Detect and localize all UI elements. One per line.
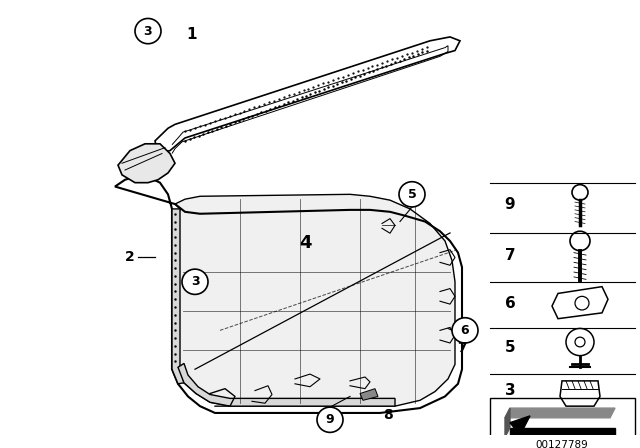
Text: 3: 3 [505, 383, 515, 398]
Text: 3: 3 [191, 275, 199, 288]
Bar [490, 398, 635, 448]
Circle shape [182, 269, 208, 294]
Polygon shape [505, 408, 510, 437]
Text: 7: 7 [457, 341, 467, 355]
Text: 9: 9 [505, 197, 515, 211]
Circle shape [452, 318, 478, 343]
Polygon shape [178, 363, 395, 406]
Text: 9: 9 [326, 413, 334, 426]
Text: 6: 6 [461, 324, 469, 337]
Polygon shape [510, 427, 615, 437]
Polygon shape [172, 209, 184, 384]
Text: 1: 1 [187, 26, 197, 42]
Text: 5: 5 [408, 188, 417, 201]
Polygon shape [510, 416, 530, 435]
Polygon shape [505, 408, 615, 418]
Polygon shape [175, 194, 455, 406]
Text: 00127789: 00127789 [536, 440, 588, 448]
Circle shape [317, 407, 343, 432]
Text: 8: 8 [383, 408, 393, 422]
Text: 2: 2 [125, 250, 135, 263]
Text: 4: 4 [299, 234, 311, 252]
Text: 7: 7 [505, 248, 515, 263]
Polygon shape [118, 144, 175, 183]
Text: 3: 3 [144, 25, 152, 38]
Circle shape [135, 18, 161, 44]
Text: 6: 6 [504, 296, 515, 310]
Polygon shape [360, 389, 378, 401]
Circle shape [399, 182, 425, 207]
Text: 5: 5 [505, 340, 515, 355]
